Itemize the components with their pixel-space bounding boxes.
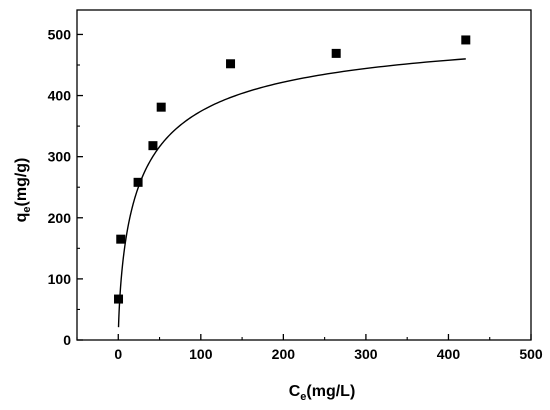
data-point-6 bbox=[331, 48, 341, 58]
data-point-1 bbox=[116, 234, 126, 244]
data-point-0 bbox=[114, 294, 124, 304]
data-point-7 bbox=[461, 35, 471, 45]
plot-frame bbox=[76, 9, 532, 341]
x-tick-label-400: 400 bbox=[437, 346, 461, 362]
y-tick-label-400: 400 bbox=[48, 88, 72, 104]
fit-curve-group bbox=[117, 58, 466, 328]
axes-group bbox=[76, 9, 532, 341]
data-points-group bbox=[114, 35, 471, 304]
data-point-5 bbox=[226, 59, 236, 69]
x-tick-label-100: 100 bbox=[189, 346, 213, 362]
fit-line bbox=[117, 58, 466, 328]
x-tick-label-0: 0 bbox=[114, 346, 122, 362]
data-point-3 bbox=[148, 141, 158, 151]
y-tick-label-300: 300 bbox=[48, 149, 72, 165]
x-tick-label-200: 200 bbox=[272, 346, 296, 362]
y-tick-label-0: 0 bbox=[63, 332, 71, 348]
y-axis-title: qe(mg/g) bbox=[13, 158, 33, 223]
y-tick-label-100: 100 bbox=[48, 271, 72, 287]
y-tick-label-200: 200 bbox=[48, 210, 72, 226]
data-point-4 bbox=[156, 102, 166, 112]
x-tick-label-500: 500 bbox=[519, 346, 543, 362]
data-point-2 bbox=[133, 177, 143, 187]
x-tick-label-300: 300 bbox=[354, 346, 378, 362]
x-axis-title: Ce(mg/L) bbox=[289, 383, 356, 403]
ticks-group: 0 100 200 300 400 500 0 100 200 300 400 500 bbox=[48, 26, 543, 362]
y-tick-label-500: 500 bbox=[48, 26, 72, 42]
